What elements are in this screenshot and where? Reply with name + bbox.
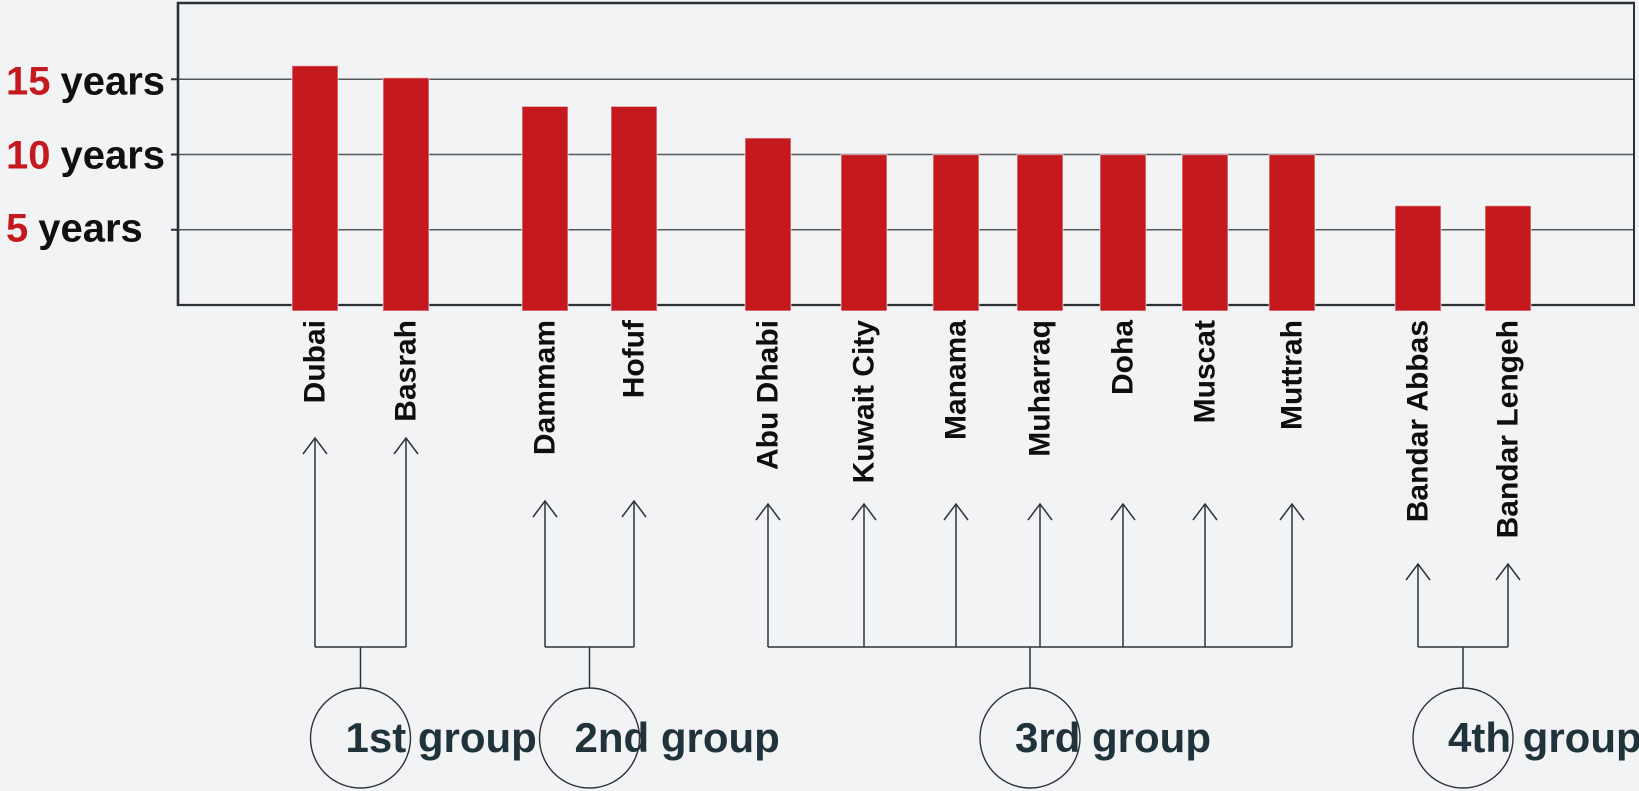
x-axis-label-muharraq: Muharraq xyxy=(1024,320,1057,457)
group-circle-4 xyxy=(1412,687,1514,789)
y-axis-tick-5-years: 5 years xyxy=(6,207,143,252)
arrow-head-icon xyxy=(621,499,647,518)
group-label-4: 4th group xyxy=(1448,714,1639,761)
group-label-3: 3rd group xyxy=(1015,714,1211,761)
arrow-head-icon xyxy=(1192,502,1218,521)
x-axis-label-hofuf: Hofuf xyxy=(618,319,651,398)
x-axis-label-bandar-lengeh: Bandar Lengeh xyxy=(1492,320,1525,538)
bar-hofuf xyxy=(610,105,658,312)
x-axis-label-dammam: Dammam xyxy=(529,320,562,455)
bar-muharraq xyxy=(1016,153,1064,312)
group-circle-1 xyxy=(309,687,412,789)
bar-bandar-abbas xyxy=(1394,205,1442,312)
arrow-head-icon xyxy=(1405,562,1431,581)
y-tick-number: 10 xyxy=(6,133,51,178)
bar-dammam xyxy=(521,105,569,312)
y-tick-unit: years xyxy=(38,206,143,251)
y-tick-number: 5 xyxy=(6,206,29,251)
x-axis-label-doha: Doha xyxy=(1107,320,1140,395)
y-axis-tick-15-years: 15 years xyxy=(6,60,165,105)
x-axis-label-muscat: Muscat xyxy=(1189,320,1222,423)
arrow-head-icon xyxy=(851,502,877,521)
arrow-head-icon xyxy=(1110,502,1136,521)
x-axis-label-bandar-abbas: Bandar Abbas xyxy=(1402,320,1435,522)
arrow-head-icon xyxy=(1027,502,1053,521)
x-axis-label-abu-dhabi: Abu Dhabi xyxy=(752,320,785,470)
group-circle-3 xyxy=(979,687,1081,789)
bar-basrah xyxy=(382,77,430,312)
arrow-head-icon xyxy=(532,499,558,518)
bar-dubai xyxy=(291,65,339,312)
bar-abu-dhabi xyxy=(744,137,792,312)
x-axis-label-manama: Manama xyxy=(940,320,973,440)
x-axis-label-muttrah: Muttrah xyxy=(1276,320,1309,430)
arrow-head-icon xyxy=(393,436,419,455)
bar-doha xyxy=(1099,153,1147,312)
bar-muttrah xyxy=(1268,153,1316,312)
group-label-2: 2nd group xyxy=(575,714,780,761)
arrow-head-icon xyxy=(943,502,969,521)
group-label-1: 1st group xyxy=(346,714,537,761)
x-axis-label-basrah: Basrah xyxy=(390,320,423,422)
x-axis-label-kuwait-city: Kuwait City xyxy=(848,320,881,484)
arrow-head-icon xyxy=(755,502,781,521)
y-tick-unit: years xyxy=(60,133,166,178)
arrow-head-icon xyxy=(1279,502,1305,521)
group-circle-2 xyxy=(538,687,641,789)
bar-bandar-lengeh xyxy=(1484,205,1532,312)
bar-kuwait-city xyxy=(840,153,888,312)
bar-manama xyxy=(932,153,980,312)
bar-muscat xyxy=(1181,153,1229,312)
y-tick-unit: years xyxy=(60,59,166,104)
y-tick-number: 15 xyxy=(6,59,51,104)
arrow-head-icon xyxy=(302,436,328,455)
x-axis-label-dubai: Dubai xyxy=(299,320,332,403)
y-axis-tick-10-years: 10 years xyxy=(6,134,165,179)
arrow-head-icon xyxy=(1495,562,1521,581)
